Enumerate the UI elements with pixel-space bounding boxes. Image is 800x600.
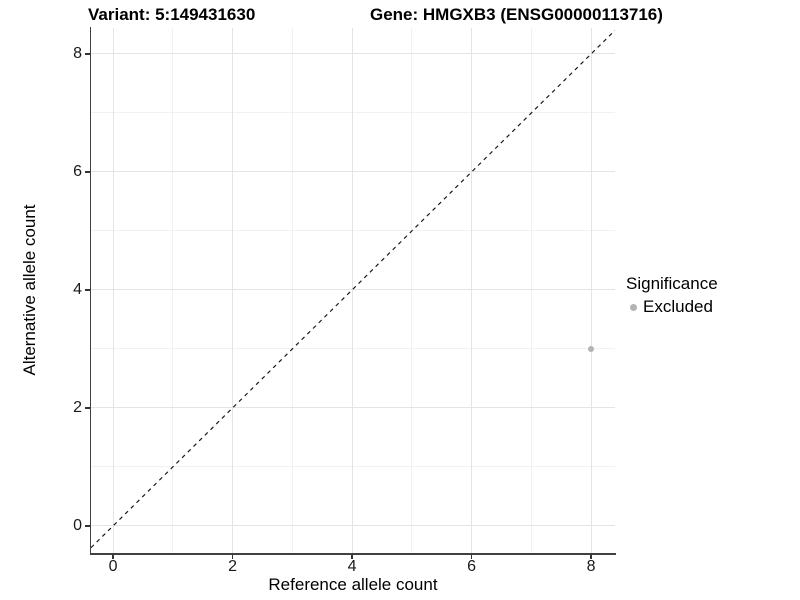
gridline-minor-vertical xyxy=(291,28,293,553)
x-axis-tick xyxy=(590,555,592,559)
y-axis-tick-label: 6 xyxy=(73,162,82,180)
y-axis-tick-label: 8 xyxy=(73,44,82,62)
y-axis-tick xyxy=(85,525,90,527)
identity-reference-line xyxy=(91,29,615,549)
x-axis-tick-label: 0 xyxy=(108,558,118,575)
y-axis-tick-label: 4 xyxy=(73,280,82,298)
x-axis-tick-label: 2 xyxy=(228,558,238,575)
gridline-major-horizontal xyxy=(91,407,615,409)
gridline-minor-horizontal xyxy=(91,112,615,114)
legend-item-excluded: Excluded xyxy=(626,297,718,317)
gridline-major-vertical xyxy=(351,28,353,553)
gridline-major-horizontal xyxy=(91,289,615,291)
gridline-minor-horizontal xyxy=(91,348,615,350)
x-axis-tick-label: 6 xyxy=(467,558,477,575)
gridline-major-vertical xyxy=(232,28,234,553)
gridline-minor-vertical xyxy=(172,28,174,553)
gridline-minor-vertical xyxy=(530,28,532,553)
plot-panel xyxy=(91,28,615,553)
legend: Significance Excluded xyxy=(626,274,718,317)
gridline-minor-horizontal xyxy=(91,466,615,468)
gridline-minor-vertical xyxy=(411,28,413,553)
gridline-major-vertical xyxy=(471,28,473,553)
gridline-major-horizontal xyxy=(91,525,615,527)
x-axis-tick xyxy=(470,555,473,559)
legend-item-label: Excluded xyxy=(643,297,713,316)
y-axis-tick xyxy=(85,171,90,173)
x-axis-tick-label: 4 xyxy=(347,558,357,575)
x-axis-tick-label: 8 xyxy=(586,558,596,575)
x-axis-tick xyxy=(351,555,353,559)
gridline-major-horizontal xyxy=(91,171,615,173)
plot-title-gene: Gene: HMGXB3 (ENSG00000113716) xyxy=(370,5,663,24)
gridline-major-horizontal xyxy=(91,53,615,55)
data-point xyxy=(588,345,595,352)
x-axis-line xyxy=(89,553,616,555)
gridline-minor-horizontal xyxy=(91,230,615,232)
y-axis-line xyxy=(89,27,91,554)
y-axis-tick xyxy=(85,53,90,55)
y-axis-tick-label: 2 xyxy=(73,398,82,416)
y-axis-tick xyxy=(85,289,90,291)
legend-point-icon xyxy=(630,303,637,311)
gridline-major-vertical xyxy=(112,28,114,553)
x-axis-tick xyxy=(231,555,234,559)
y-axis-tick xyxy=(85,407,90,409)
gridline-major-vertical xyxy=(590,28,592,553)
y-axis-title: Alternative allele count xyxy=(20,204,39,376)
x-axis-title: Reference allele count xyxy=(268,575,438,594)
plot-title-variant: Variant: 5:149431630 xyxy=(88,5,256,24)
y-axis-tick-label: 0 xyxy=(73,516,82,534)
x-axis-tick xyxy=(112,555,114,559)
legend-title: Significance xyxy=(626,274,718,293)
